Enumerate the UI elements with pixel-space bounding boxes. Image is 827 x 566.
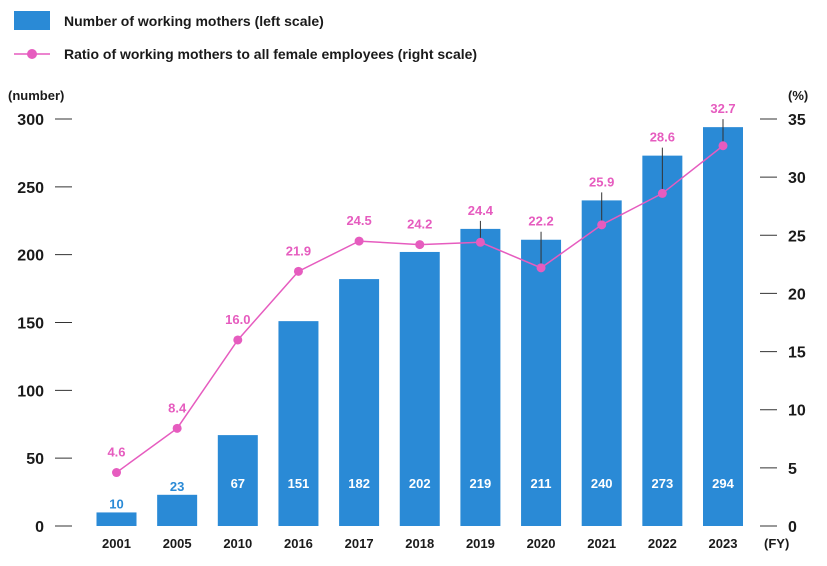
right-tick-label: 5 [788,461,797,478]
x-axis-unit: (FY) [764,536,789,551]
right-tick-label: 10 [788,403,806,420]
right-tick-label: 25 [788,228,806,245]
category-label: 2019 [466,536,495,551]
category-label: 2022 [648,536,677,551]
bar [339,279,380,526]
legend: Number of working mothers (left scale) R… [14,11,477,62]
left-tick-label: 250 [17,180,44,197]
ratio-point [415,240,425,250]
ratio-value-label: 24.4 [468,203,494,218]
ratio-point [293,266,303,276]
category-label: 2018 [405,536,434,551]
ratio-point [657,188,667,198]
bar-value-label: 294 [712,476,734,491]
bar [521,239,562,526]
left-tick-label: 50 [26,451,44,468]
category-label: 2020 [527,536,556,551]
right-tick-label: 30 [788,170,806,187]
ratio-point [475,237,485,247]
bar [157,494,198,526]
ratio-value-label: 21.9 [286,243,311,258]
bar-value-label: 10 [109,496,123,511]
bar [703,127,743,526]
left-tick-label: 300 [17,112,44,129]
left-tick-label: 200 [17,248,44,265]
bar-value-label: 23 [170,479,184,494]
ratio-point [718,141,728,151]
right-axis: 0 5 10 15 20 25 30 35 [760,112,806,536]
bar-value-label: 273 [651,476,673,491]
ratio-point [233,335,243,345]
left-axis-unit: (number) [8,88,64,103]
right-tick-label: 0 [788,519,797,536]
ratio-point [172,423,182,433]
legend-line-label: Ratio of working mothers to all female e… [64,46,477,62]
ratio-value-label: 24.2 [407,217,432,232]
ratio-line: 4.6 8.4 16.0 21.9 24.5 24.2 24.4 22.2 25.9 28.6 32… [107,101,736,478]
bar [278,321,319,526]
legend-bar-swatch [14,11,50,30]
ratio-point [536,263,546,273]
right-tick-label: 15 [788,345,806,362]
category-label: 2001 [102,536,131,551]
left-tick-label: 100 [17,383,44,400]
category-label: 2005 [163,536,192,551]
ratio-value-label: 22.2 [528,214,553,229]
bar [399,251,440,526]
bar-value-label: 219 [470,476,492,491]
category-label: 2016 [284,536,313,551]
legend-line-marker [27,49,37,59]
bar-value-label: 211 [531,476,552,491]
bars: 10 23 67 151 182 202 219 211 240 273 294 [96,127,743,526]
ratio-point [354,236,364,246]
bar [581,200,622,526]
bar [642,155,683,526]
bar [460,228,501,526]
ratio-point [597,220,607,230]
bar-value-label: 240 [591,476,613,491]
ratio-value-label: 24.5 [346,213,371,228]
left-tick-label: 150 [17,316,44,333]
bar [217,435,258,526]
category-label: 2010 [223,536,252,551]
category-labels: 2001 2005 2010 2016 2017 2018 2019 2020 2021 2022… [102,536,737,551]
category-label: 2021 [587,536,616,551]
right-tick-label: 35 [788,112,806,129]
bar-value-label: 67 [231,476,245,491]
right-tick-label: 20 [788,286,806,303]
ratio-value-label: 28.6 [650,130,675,145]
right-axis-unit: (%) [788,88,808,103]
ratio-point [112,468,121,478]
bar-value-label: 151 [288,476,310,491]
legend-bar-label: Number of working mothers (left scale) [64,13,324,29]
left-tick-label: 0 [35,519,44,536]
ratio-value-label: 4.6 [107,445,125,460]
ratio-value-label: 8.4 [168,400,187,415]
ratio-value-label: 25.9 [589,174,614,189]
bar-value-label: 182 [348,476,370,491]
ratio-value-label: 32.7 [710,101,735,116]
category-label: 2023 [709,536,738,551]
bar-value-label: 202 [409,476,431,491]
ratio-value-label: 16.0 [225,312,250,327]
category-label: 2017 [345,536,374,551]
left-axis: 0 50 100 150 200 250 300 [17,112,72,536]
bar [96,512,137,526]
